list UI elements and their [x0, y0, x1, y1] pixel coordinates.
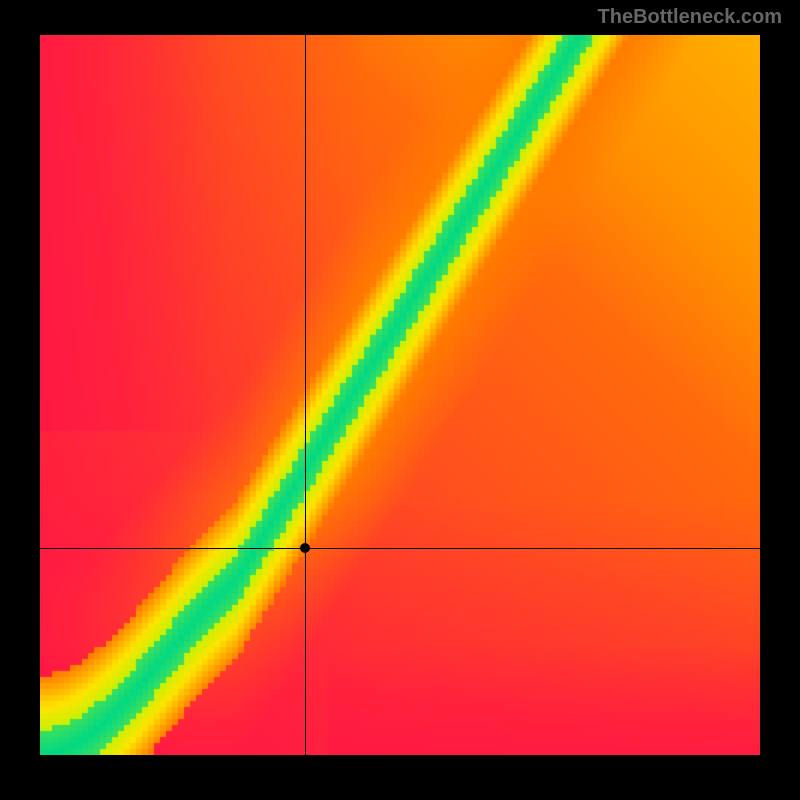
plot-area [40, 35, 760, 755]
selection-marker [300, 543, 310, 553]
bottleneck-heatmap [40, 35, 760, 755]
watermark-text: TheBottleneck.com [598, 6, 782, 29]
crosshair-horizontal [40, 548, 760, 549]
crosshair-vertical [305, 35, 306, 755]
